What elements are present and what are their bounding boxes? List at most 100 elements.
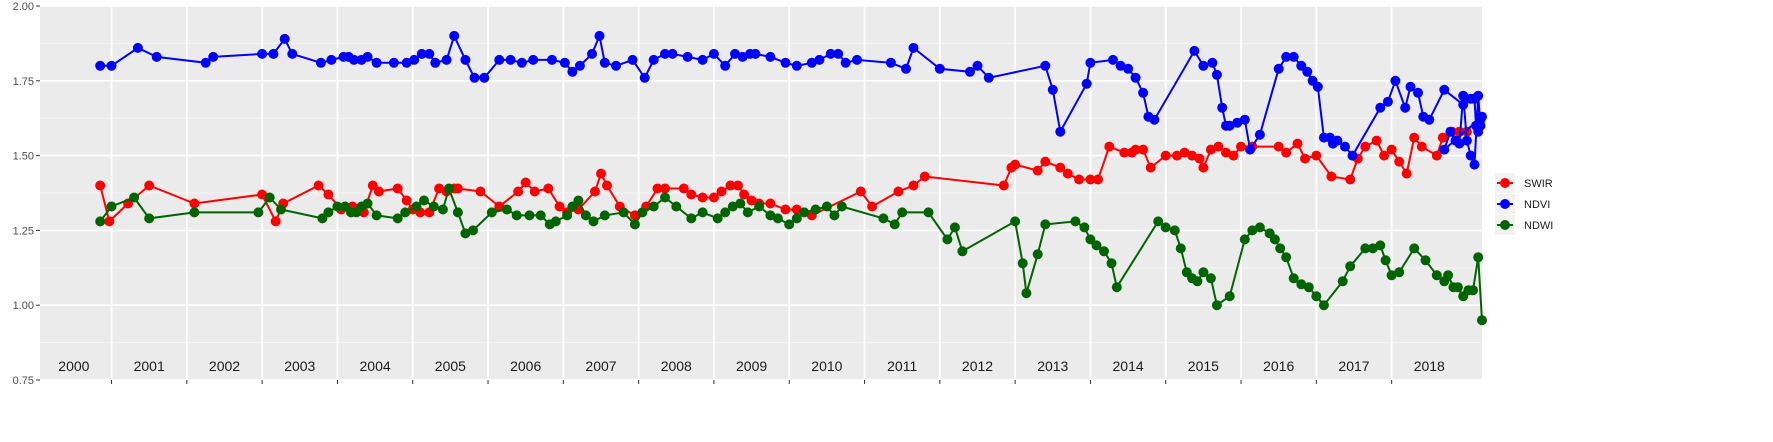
data-point-ndvi bbox=[825, 48, 836, 59]
data-point-swir bbox=[1130, 144, 1141, 155]
data-point-ndwi bbox=[1017, 258, 1028, 269]
data-point-ndvi bbox=[1375, 102, 1386, 113]
data-point-ndvi bbox=[362, 51, 373, 62]
data-point-swir bbox=[554, 201, 565, 212]
data-point-ndwi bbox=[1468, 285, 1478, 296]
data-point-ndvi bbox=[983, 72, 994, 83]
data-point-ndvi bbox=[1108, 54, 1118, 65]
data-point-ndwi bbox=[942, 234, 953, 245]
data-point-ndwi bbox=[392, 213, 403, 224]
data-point-ndwi bbox=[629, 219, 640, 230]
data-point-ndwi bbox=[1473, 252, 1484, 263]
data-point-swir bbox=[1273, 141, 1284, 152]
data-point-swir bbox=[1010, 159, 1021, 170]
data-point-ndwi bbox=[1192, 276, 1203, 287]
data-point-ndwi bbox=[637, 207, 648, 218]
data-point-ndvi bbox=[934, 63, 945, 74]
series-ndwi bbox=[95, 183, 1487, 326]
data-point-swir bbox=[893, 186, 904, 197]
year-label: 2018 bbox=[1414, 358, 1445, 374]
data-point-ndwi bbox=[648, 201, 659, 212]
data-point-ndwi bbox=[1153, 216, 1164, 227]
data-point-ndvi bbox=[594, 30, 605, 41]
data-point-swir bbox=[1187, 150, 1198, 161]
data-point-ndwi bbox=[765, 210, 776, 221]
data-point-ndvi bbox=[574, 60, 585, 71]
data-point-ndwi bbox=[1443, 270, 1454, 281]
x-axis bbox=[111, 380, 1393, 384]
data-point-swir bbox=[1179, 147, 1190, 158]
data-point-swir bbox=[791, 204, 802, 215]
data-point-ndwi bbox=[1040, 219, 1051, 230]
data-point-ndwi bbox=[1211, 300, 1222, 311]
data-point-ndvi bbox=[1382, 96, 1393, 107]
data-point-ndwi bbox=[949, 222, 960, 233]
data-point-ndvi bbox=[780, 57, 791, 68]
data-point-swir bbox=[1437, 132, 1448, 143]
data-point-ndwi bbox=[332, 201, 343, 212]
data-point-ndvi bbox=[639, 72, 650, 83]
data-point-swir bbox=[998, 180, 1009, 191]
data-point-ndwi bbox=[1394, 267, 1405, 278]
data-point-ndwi bbox=[829, 210, 840, 221]
year-label: 2003 bbox=[284, 358, 315, 374]
data-point-ndvi bbox=[1245, 144, 1256, 155]
data-point-swir bbox=[1311, 150, 1322, 161]
data-point-ndvi bbox=[409, 54, 420, 65]
data-point-swir bbox=[1032, 165, 1043, 176]
year-label: 2012 bbox=[962, 358, 993, 374]
data-point-swir bbox=[733, 180, 743, 191]
year-label: 2005 bbox=[435, 358, 466, 374]
data-point-ndwi bbox=[1099, 246, 1109, 257]
data-point-swir bbox=[520, 177, 531, 188]
data-point-ndwi bbox=[1239, 234, 1250, 245]
legend-item-ndvi: NDVI bbox=[1495, 194, 1550, 214]
series-swir bbox=[95, 126, 1472, 227]
data-point-ndwi bbox=[1079, 222, 1090, 233]
data-point-ndvi bbox=[401, 57, 412, 68]
data-point-ndvi bbox=[611, 60, 621, 71]
data-point-ndwi bbox=[618, 207, 629, 218]
data-point-swir bbox=[1085, 174, 1096, 185]
data-point-swir bbox=[434, 183, 445, 194]
data-point-swir bbox=[1145, 162, 1156, 173]
year-label: 2014 bbox=[1113, 358, 1144, 374]
data-point-ndwi bbox=[106, 201, 117, 212]
data-point-ndwi bbox=[511, 210, 522, 221]
data-point-ndvi bbox=[908, 42, 919, 53]
year-label: 2007 bbox=[585, 358, 616, 374]
data-point-swir bbox=[678, 183, 689, 194]
data-point-swir bbox=[373, 186, 384, 197]
y-tick-label: 1.25 bbox=[13, 225, 34, 237]
data-point-ndwi bbox=[1111, 282, 1122, 293]
data-point-ndvi bbox=[750, 48, 761, 59]
data-point-ndvi bbox=[1469, 159, 1480, 170]
data-point-swir bbox=[1194, 153, 1205, 164]
data-point-ndwi bbox=[742, 207, 753, 218]
data-point-ndwi bbox=[1085, 234, 1096, 245]
data-point-swir bbox=[257, 189, 268, 200]
data-point-swir bbox=[1281, 147, 1292, 158]
data-point-ndvi bbox=[1040, 60, 1051, 71]
data-point-ndwi bbox=[1224, 291, 1235, 302]
data-point-ndvi bbox=[1405, 81, 1416, 92]
data-point-swir bbox=[746, 195, 757, 206]
data-point-ndvi bbox=[806, 57, 817, 68]
data-point-ndwi bbox=[524, 210, 535, 221]
data-point-ndvi bbox=[1217, 102, 1228, 113]
data-point-ndvi bbox=[1239, 114, 1250, 125]
data-point-ndwi bbox=[923, 207, 934, 218]
data-point-ndwi bbox=[1296, 279, 1307, 290]
data-point-ndvi bbox=[1390, 75, 1401, 86]
legend-item-ndwi: NDWI bbox=[1495, 215, 1553, 235]
data-point-ndwi bbox=[1254, 222, 1265, 233]
legend-label: SWIR bbox=[1524, 178, 1553, 190]
data-point-ndwi bbox=[501, 204, 512, 215]
data-point-ndvi bbox=[441, 54, 452, 65]
year-label: 2008 bbox=[661, 358, 692, 374]
data-point-swir bbox=[513, 186, 524, 197]
data-point-ndvi bbox=[1424, 114, 1435, 125]
data-point-ndvi bbox=[1458, 99, 1469, 110]
data-point-ndwi bbox=[573, 195, 584, 206]
data-point-ndwi bbox=[1375, 240, 1386, 251]
